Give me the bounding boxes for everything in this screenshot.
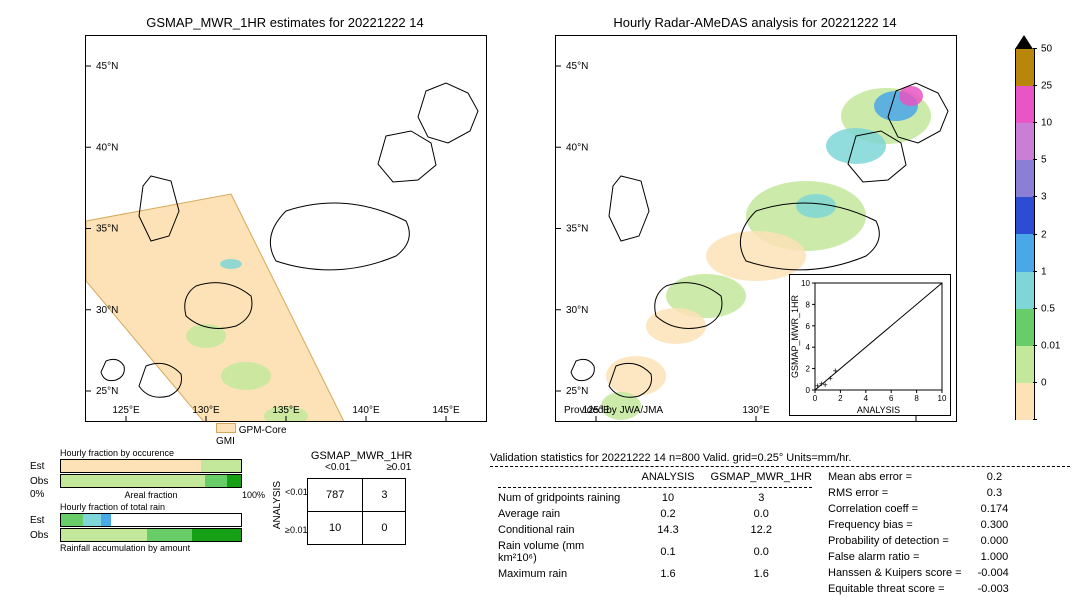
fraction-bars: Hourly fraction by occurenceEstObs0%Area… — [30, 448, 265, 553]
svg-text:45°N: 45°N — [566, 61, 588, 72]
colorbar: 50251053210.50.010 — [1015, 35, 1035, 420]
svg-text:130°E: 130°E — [742, 405, 770, 416]
svg-text:45°N: 45°N — [96, 61, 118, 72]
svg-text:8: 8 — [806, 300, 811, 309]
figure-root: GSMAP_MWR_1HR estimates for 20221222 14 … — [10, 10, 1070, 602]
svg-text:35°N: 35°N — [96, 224, 118, 235]
svg-text:4: 4 — [864, 394, 869, 403]
left-map-title: GSMAP_MWR_1HR estimates for 20221222 14 — [85, 15, 485, 30]
right-map-panel: 45°N40°N35°N30°N25°N125°E130°E135°EProvi… — [555, 35, 957, 422]
svg-text:135°E: 135°E — [272, 405, 300, 416]
right-map-title: Hourly Radar-AMeDAS analysis for 2022122… — [555, 15, 955, 30]
swath-legend: GPM-CoreGMI — [216, 423, 287, 447]
contingency-block: GSMAP_MWR_1HRANALYSIS<0.01≥0.01<0.01≥0.0… — [272, 450, 429, 549]
svg-text:+: + — [823, 380, 828, 390]
scatter-inset: 00224466881010+++++ANALYSISGSMAP_MWR_1HR — [789, 274, 951, 416]
validation-block: Validation statistics for 20221222 14 n=… — [490, 452, 1070, 597]
svg-text:6: 6 — [806, 322, 811, 331]
svg-text:25°N: 25°N — [96, 386, 118, 397]
svg-text:4: 4 — [806, 343, 811, 352]
svg-text:40°N: 40°N — [566, 142, 588, 153]
svg-text:2: 2 — [838, 394, 843, 403]
svg-text:130°E: 130°E — [192, 405, 220, 416]
svg-text:125°E: 125°E — [112, 405, 140, 416]
svg-text:25°N: 25°N — [566, 386, 588, 397]
svg-text:+: + — [833, 366, 838, 376]
rain-title: Hourly fraction of total rain — [60, 502, 265, 512]
svg-text:0: 0 — [806, 386, 811, 395]
svg-text:ANALYSIS: ANALYSIS — [857, 405, 900, 415]
left-map-panel: 45°N 40°N 35°N 30°N 25°N 125°E 130°E 135°E 140°E… — [85, 35, 487, 422]
svg-text:10: 10 — [938, 394, 947, 403]
svg-text:2: 2 — [806, 365, 811, 374]
svg-text:140°E: 140°E — [352, 405, 380, 416]
svg-text:0: 0 — [813, 394, 818, 403]
svg-text:10: 10 — [801, 279, 810, 288]
validation-title: Validation statistics for 20221222 14 n=… — [490, 452, 1070, 464]
svg-text:Provided by JWA/JMA: Provided by JWA/JMA — [564, 405, 663, 416]
contingency-table: 7873100 — [307, 478, 406, 545]
svg-text:GSMAP_MWR_1HR: GSMAP_MWR_1HR — [790, 294, 800, 378]
svg-text:6: 6 — [889, 394, 894, 403]
svg-text:40°N: 40°N — [96, 142, 118, 153]
svg-text:8: 8 — [914, 394, 919, 403]
svg-text:30°N: 30°N — [96, 305, 118, 316]
occ-title: Hourly fraction by occurence — [60, 448, 265, 458]
svg-text:35°N: 35°N — [566, 224, 588, 235]
svg-text:30°N: 30°N — [566, 305, 588, 316]
svg-text:145°E: 145°E — [432, 405, 460, 416]
